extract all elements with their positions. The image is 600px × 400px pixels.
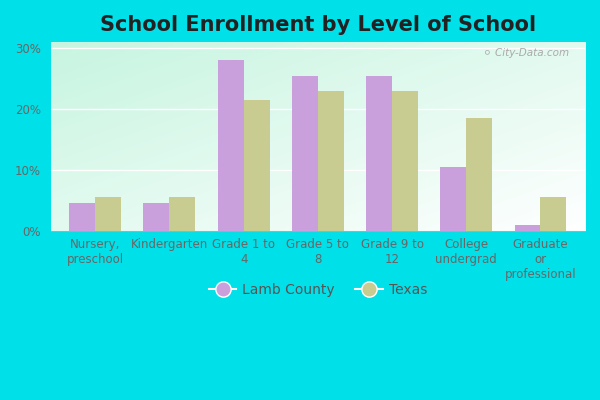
Bar <box>95 197 121 230</box>
Bar <box>392 91 418 230</box>
Legend: Lamb County, Texas: Lamb County, Texas <box>203 278 433 303</box>
Bar <box>218 60 244 230</box>
Bar <box>169 197 196 230</box>
Bar <box>515 224 541 230</box>
Bar <box>244 100 269 230</box>
Bar <box>318 91 344 230</box>
Bar <box>143 203 169 230</box>
Bar <box>366 76 392 230</box>
Title: School Enrollment by Level of School: School Enrollment by Level of School <box>100 15 536 35</box>
Bar <box>466 118 492 230</box>
Bar <box>541 197 566 230</box>
Bar <box>292 76 318 230</box>
Text: ⚪ City-Data.com: ⚪ City-Data.com <box>483 48 569 58</box>
Bar <box>69 203 95 230</box>
Bar <box>440 167 466 230</box>
